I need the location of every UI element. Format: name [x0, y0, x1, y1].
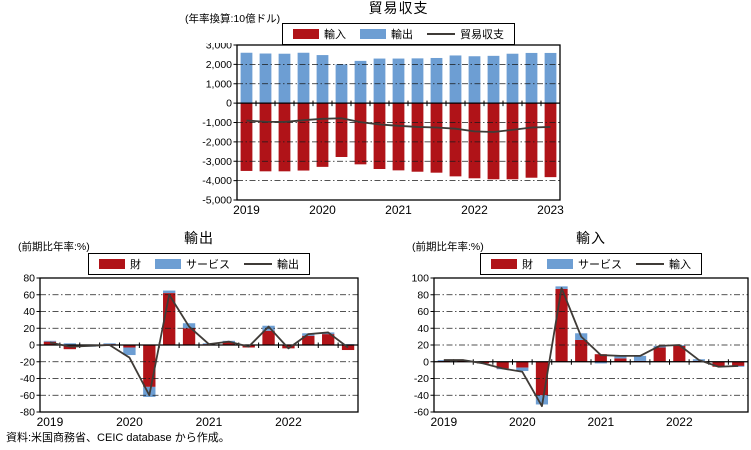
trade-balance-title: 貿易収支 — [368, 0, 429, 16]
svg-text:80: 80 — [23, 273, 35, 285]
legend-label: サービス — [578, 259, 622, 271]
svg-text:2022: 2022 — [275, 415, 302, 429]
svg-text:-20: -20 — [20, 356, 35, 368]
trade-balance-plot: -5,000 -4,000 -3,000 -2,000 -1,000 0 1,000 2,00… — [202, 43, 564, 217]
exports-plot: -80 -60 -40 -20 0 20 40 60 80 2019 2020 2021 2022 — [20, 273, 359, 429]
exports-color-swatch — [360, 29, 386, 39]
svg-text:2019: 2019 — [430, 415, 457, 429]
source-note: 資料:米国商務省、CEIC database から作成。 — [6, 432, 230, 444]
exports-chart: 輸出 (前期比年率:%) 財 サービス 輸出 -80 -60 -40 -20 0 20 40… — [8, 230, 380, 429]
svg-text:2023: 2023 — [537, 203, 564, 217]
svg-text:0: 0 — [29, 340, 35, 352]
svg-text:2022: 2022 — [666, 415, 693, 429]
legend-label: 輸入 — [669, 259, 691, 271]
exports-legend: 財 サービス 輸出 — [40, 253, 358, 275]
svg-text:20: 20 — [23, 323, 35, 335]
goods-color-swatch — [99, 259, 125, 269]
imports-plot: -60 -40 -20 0 20 40 60 80 100 2019 2020 2021 2022 — [411, 273, 749, 429]
svg-text:60: 60 — [23, 289, 35, 301]
svg-text:100: 100 — [411, 273, 429, 285]
svg-text:60: 60 — [417, 306, 429, 318]
svg-text:2021: 2021 — [196, 415, 223, 429]
imports-line-swatch — [636, 263, 664, 265]
svg-text:2020: 2020 — [309, 203, 336, 217]
exports-line-swatch — [244, 263, 272, 265]
svg-text:2019: 2019 — [37, 415, 64, 429]
legend-label: 輸出 — [277, 259, 299, 271]
imports-chart: 輸入 (前期比年率:%) 財 サービス 輸入 -60 -40 -20 0 20 40 60 8… — [402, 230, 751, 429]
trade-balance-chart: 貿易収支 (年率換算:10億ドル) 輸入 輸出 貿易収支 -5,000 -4,00… — [183, 0, 580, 228]
svg-text:-5,000: -5,000 — [202, 195, 232, 207]
legend-item-imports-line: 輸入 — [636, 256, 691, 272]
exports-unit-note: (前期比年率:%) — [18, 241, 90, 253]
trade-balance-unit-note: (年率換算:10億ドル) — [185, 13, 281, 25]
imports-unit-note: (前期比年率:%) — [412, 241, 484, 253]
legend-item-exports-line: 輸出 — [244, 256, 299, 272]
legend-item-exports: 輸出 — [360, 26, 413, 42]
svg-text:2,000: 2,000 — [206, 59, 232, 71]
legend-item-goods: 財 — [99, 256, 141, 272]
legend-label: サービス — [186, 259, 230, 271]
svg-text:-1,000: -1,000 — [202, 117, 232, 129]
legend-label: 輸出 — [391, 29, 413, 41]
svg-text:2022: 2022 — [461, 203, 488, 217]
svg-text:2019: 2019 — [233, 203, 260, 217]
svg-text:0: 0 — [423, 356, 429, 368]
svg-text:-2,000: -2,000 — [202, 136, 232, 148]
svg-text:-40: -40 — [414, 390, 429, 402]
svg-text:1,000: 1,000 — [206, 78, 232, 90]
svg-text:2021: 2021 — [587, 415, 614, 429]
svg-text:2020: 2020 — [509, 415, 536, 429]
imports-legend: 財 サービス 輸入 — [434, 253, 748, 275]
svg-text:-80: -80 — [20, 407, 35, 419]
svg-text:-4,000: -4,000 — [202, 175, 232, 187]
goods-color-swatch — [491, 259, 517, 269]
trade-balance-legend: 輸入 輸出 貿易収支 — [237, 23, 560, 45]
svg-text:-60: -60 — [414, 407, 429, 419]
legend-item-services: サービス — [547, 256, 622, 272]
svg-text:0: 0 — [226, 98, 232, 110]
svg-text:2021: 2021 — [385, 203, 412, 217]
exports-title: 輸出 — [184, 230, 214, 246]
svg-text:40: 40 — [23, 306, 35, 318]
svg-text:-60: -60 — [20, 390, 35, 402]
imports-title: 輸入 — [576, 230, 606, 246]
balance-line-swatch — [427, 33, 455, 35]
svg-text:3,000: 3,000 — [206, 43, 232, 52]
services-color-swatch — [547, 259, 573, 269]
services-color-swatch — [155, 259, 181, 269]
svg-text:-20: -20 — [414, 373, 429, 385]
svg-text:40: 40 — [417, 323, 429, 335]
legend-label: 財 — [522, 259, 533, 271]
svg-text:80: 80 — [417, 289, 429, 301]
svg-text:-40: -40 — [20, 373, 35, 385]
legend-label: 貿易収支 — [460, 29, 504, 41]
svg-text:-3,000: -3,000 — [202, 156, 232, 168]
svg-text:2020: 2020 — [116, 415, 143, 429]
legend-item-balance-line: 貿易収支 — [427, 26, 504, 42]
svg-text:20: 20 — [417, 340, 429, 352]
imports-color-swatch — [293, 29, 319, 39]
legend-label: 財 — [130, 259, 141, 271]
legend-item-goods: 財 — [491, 256, 533, 272]
legend-item-imports: 輸入 — [293, 26, 346, 42]
legend-item-services: サービス — [155, 256, 230, 272]
legend-label: 輸入 — [324, 29, 346, 41]
